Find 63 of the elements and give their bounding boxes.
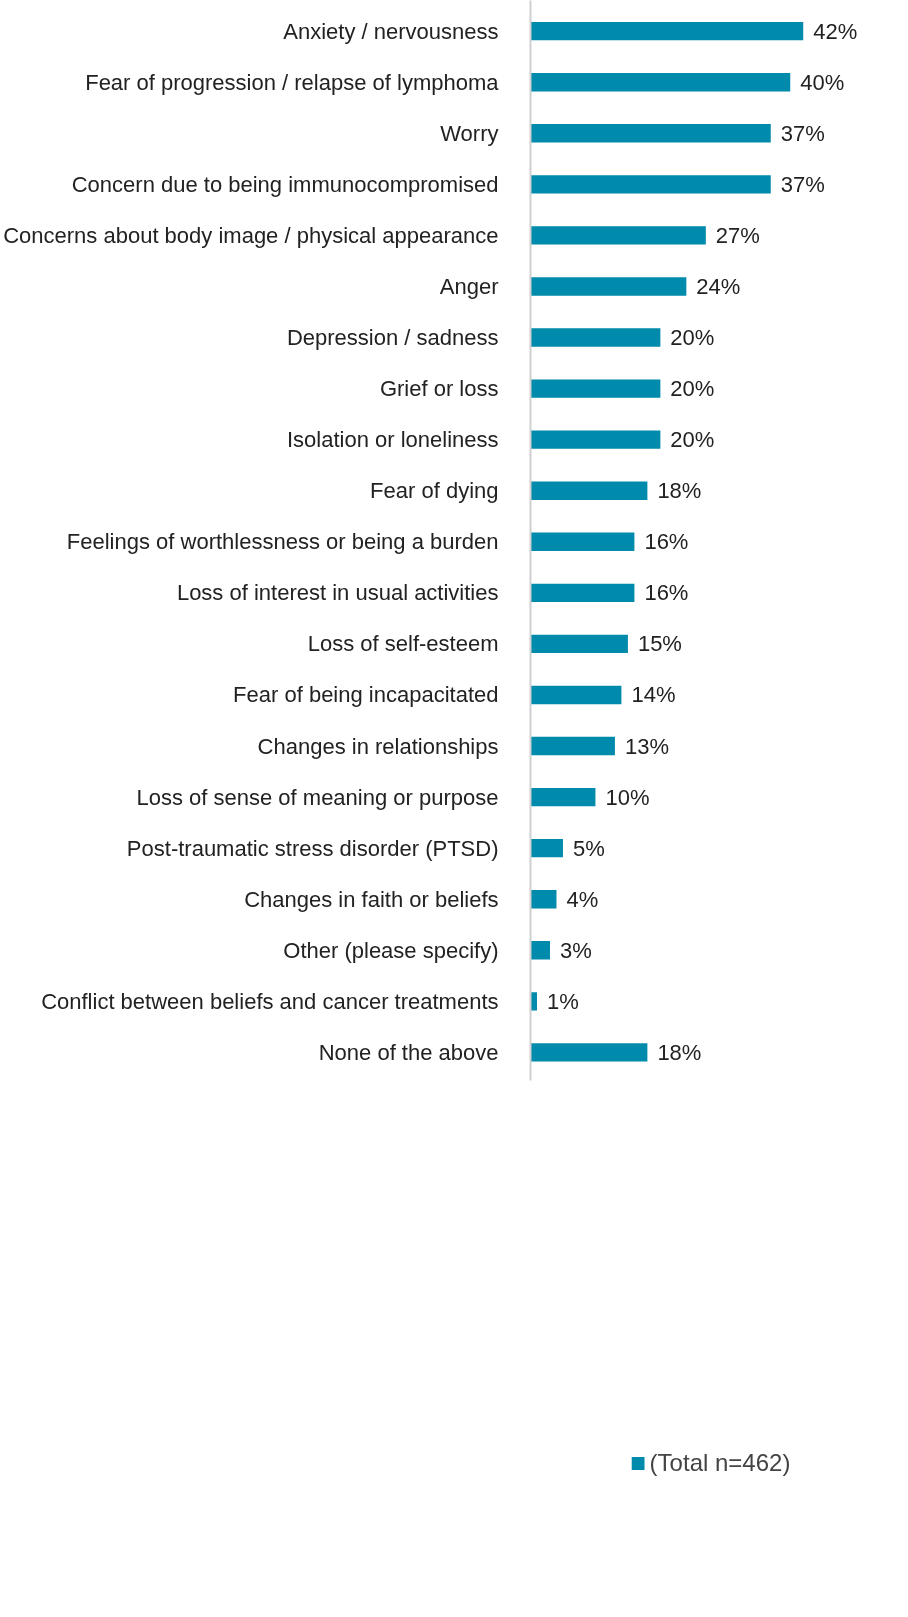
y-tick-label: Anxiety / nervousness — [283, 18, 499, 44]
bar — [530, 379, 661, 398]
data-label: 20% — [670, 427, 715, 453]
data-label: 1% — [546, 988, 579, 1014]
data-label: 18% — [657, 1039, 702, 1065]
bar — [530, 787, 596, 807]
y-tick-label: Conflict between beliefs and cancer treatments — [41, 988, 499, 1014]
y-tick-label: Fear of dying — [370, 478, 499, 504]
data-label: 14% — [631, 682, 676, 708]
data-label: 18% — [657, 478, 702, 504]
bar — [530, 21, 804, 41]
bar — [530, 838, 563, 858]
bar — [530, 1043, 648, 1062]
data-label: 37% — [780, 171, 825, 197]
data-label: 20% — [670, 376, 715, 402]
data-label: 3% — [559, 937, 592, 963]
bar — [530, 175, 771, 194]
y-tick-label: Depression / sadness — [286, 325, 499, 351]
y-tick-label: Changes in faith or beliefs — [244, 886, 499, 912]
y-tick-label: Feelings of worthlessness or being a burden — [66, 529, 499, 555]
y-tick-label: Fear of progression / relapse of lymphoma — [85, 69, 500, 95]
y-tick-label: Loss of interest in usual activities — [176, 580, 499, 606]
bar — [530, 583, 635, 603]
bar — [530, 685, 622, 705]
data-label: 10% — [605, 784, 650, 810]
y-tick-label: Grief or loss — [379, 376, 499, 402]
y-tick-label: Isolation or loneliness — [286, 427, 499, 453]
data-label: 16% — [644, 580, 689, 606]
bar — [530, 226, 706, 245]
y-tick-label: Concerns about body image / physical appearance — [3, 222, 499, 248]
y-tick-label: Fear of being incapacitated — [233, 682, 499, 708]
bar — [530, 277, 687, 296]
bar — [530, 328, 661, 347]
data-label: 42% — [813, 18, 858, 44]
data-label: 40% — [800, 69, 845, 95]
data-label: 15% — [637, 631, 682, 657]
data-label: 5% — [572, 835, 605, 861]
y-tick-label: None of the above — [318, 1039, 499, 1065]
y-tick-label: Concern due to being immunocompromised — [71, 171, 499, 197]
bar — [530, 430, 661, 449]
y-tick-label: Other (please specify) — [283, 937, 499, 963]
y-tick-label: Changes in relationships — [257, 733, 499, 759]
y-tick-label: Loss of sense of meaning or purpose — [136, 784, 499, 810]
y-tick-label: Worry — [440, 120, 499, 146]
bar — [530, 736, 615, 756]
bar — [530, 634, 628, 654]
legend-label: (Total n=462) — [649, 1449, 791, 1477]
bar — [530, 532, 635, 551]
bar — [530, 890, 557, 909]
data-label: 24% — [696, 273, 741, 299]
bar — [530, 73, 791, 92]
bar — [530, 481, 648, 500]
y-tick-label: Anger — [439, 273, 499, 299]
data-label: 16% — [644, 529, 689, 555]
y-tick-label: Post-traumatic stress disorder (PTSD) — [126, 835, 499, 861]
bar — [530, 124, 771, 143]
data-label: 20% — [670, 325, 715, 351]
bar — [530, 941, 550, 960]
y-tick-label: Loss of self-esteem — [307, 631, 499, 657]
data-label: 37% — [780, 120, 825, 146]
data-label: 27% — [715, 222, 760, 248]
data-label: 4% — [566, 886, 599, 912]
data-label: 13% — [624, 733, 669, 759]
